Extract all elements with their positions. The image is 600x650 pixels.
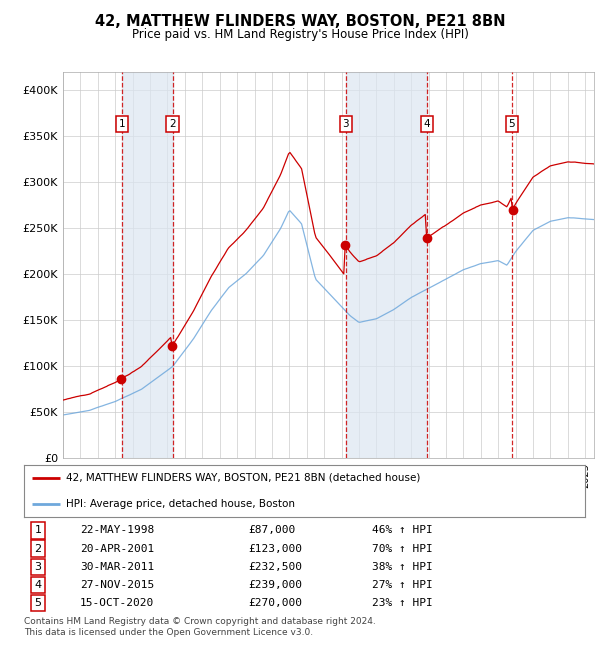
Text: 27% ↑ HPI: 27% ↑ HPI [372, 580, 433, 590]
Text: 1: 1 [35, 525, 41, 536]
Text: 15-OCT-2020: 15-OCT-2020 [80, 598, 154, 608]
Text: 42, MATTHEW FLINDERS WAY, BOSTON, PE21 8BN (detached house): 42, MATTHEW FLINDERS WAY, BOSTON, PE21 8… [66, 473, 421, 483]
Text: Contains HM Land Registry data © Crown copyright and database right 2024.
This d: Contains HM Land Registry data © Crown c… [24, 618, 376, 637]
Text: 1: 1 [119, 119, 125, 129]
Text: HPI: Average price, detached house, Boston: HPI: Average price, detached house, Bost… [66, 499, 295, 509]
Text: £232,500: £232,500 [248, 562, 302, 572]
Bar [122, 72, 173, 458]
Text: 3: 3 [35, 562, 41, 572]
Text: 5: 5 [35, 598, 41, 608]
Text: 20-APR-2001: 20-APR-2001 [80, 543, 154, 554]
Text: Price paid vs. HM Land Registry's House Price Index (HPI): Price paid vs. HM Land Registry's House … [131, 28, 469, 41]
Text: 3: 3 [343, 119, 349, 129]
Text: 5: 5 [509, 119, 515, 129]
Text: 42, MATTHEW FLINDERS WAY, BOSTON, PE21 8BN: 42, MATTHEW FLINDERS WAY, BOSTON, PE21 8… [95, 14, 505, 29]
Text: 27-NOV-2015: 27-NOV-2015 [80, 580, 154, 590]
Text: 38% ↑ HPI: 38% ↑ HPI [372, 562, 433, 572]
Text: £87,000: £87,000 [248, 525, 296, 536]
Bar [346, 72, 427, 458]
Text: 2: 2 [169, 119, 176, 129]
Text: £123,000: £123,000 [248, 543, 302, 554]
Text: 4: 4 [424, 119, 430, 129]
Text: 4: 4 [34, 580, 41, 590]
Text: 2: 2 [34, 543, 41, 554]
Text: 23% ↑ HPI: 23% ↑ HPI [372, 598, 433, 608]
Text: 30-MAR-2011: 30-MAR-2011 [80, 562, 154, 572]
Text: 70% ↑ HPI: 70% ↑ HPI [372, 543, 433, 554]
Text: 46% ↑ HPI: 46% ↑ HPI [372, 525, 433, 536]
Text: £270,000: £270,000 [248, 598, 302, 608]
Text: £239,000: £239,000 [248, 580, 302, 590]
Text: 22-MAY-1998: 22-MAY-1998 [80, 525, 154, 536]
